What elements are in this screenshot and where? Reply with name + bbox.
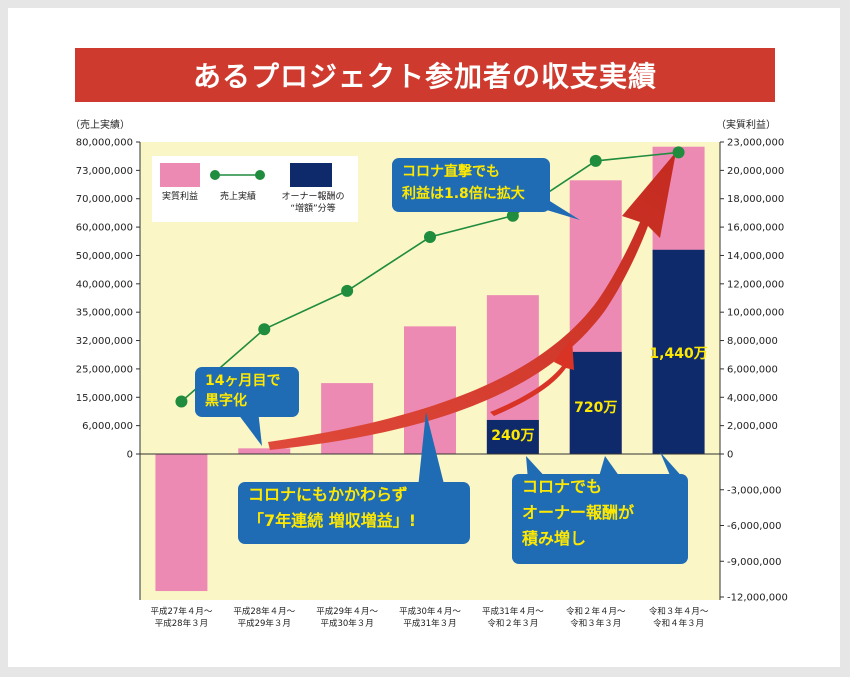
category-label: 令和３年３月 — [570, 618, 621, 629]
category-label: 平成28年３月 — [155, 618, 208, 629]
callout-owner-reward-tail — [526, 452, 685, 480]
right-tick-label: 18,000,000 — [727, 194, 784, 205]
category-label: 令和２年３月 — [487, 618, 538, 629]
right-tick-label: 23,000,000 — [727, 138, 784, 149]
left-tick-label: 25,000,000 — [76, 364, 133, 375]
right-tick-label: -9,000,000 — [727, 557, 782, 568]
bar-value-label: 720万 — [574, 400, 617, 416]
category-label: 平成28年４月～ — [233, 606, 295, 617]
callout-breakeven-box — [195, 367, 299, 417]
left-tick-label: 32,000,000 — [76, 336, 133, 347]
right-tick-label: -3,000,000 — [727, 485, 782, 496]
category-label: 平成29年４月～ — [316, 606, 378, 617]
legend-label-owner: オーナー報酬の — [281, 191, 344, 202]
right-tick-label: 10,000,000 — [727, 308, 784, 319]
category-label: 平成31年３月 — [403, 618, 456, 629]
category-label: 令和２年４月～ — [566, 606, 626, 617]
bar-value-label: 1,440万 — [649, 346, 707, 362]
left-tick-label: 73,000,000 — [76, 166, 133, 177]
legend-label-sales: 売上実績 — [220, 190, 256, 202]
callout-owner-reward-text: コロナでも — [522, 477, 602, 496]
sales-point — [424, 231, 436, 244]
left-axis-title: （売上実績） — [70, 118, 130, 131]
right-tick-label: -12,000,000 — [727, 593, 788, 604]
callout-profit-growth-box — [392, 158, 550, 212]
callout-breakeven-text: 黒字化 — [205, 392, 247, 409]
left-tick-label: 60,000,000 — [76, 223, 133, 234]
callout-owner-reward-text: 積み増し — [521, 529, 586, 548]
callout-seven-years-text: コロナにもかかわらず — [248, 485, 408, 504]
left-tick-label: 80,000,000 — [76, 138, 133, 149]
right-tick-label: 6,000,000 — [727, 364, 778, 375]
category-label: 平成31年４月～ — [482, 606, 544, 617]
right-tick-label: 20,000,000 — [727, 166, 784, 177]
category-label: 平成29年３月 — [238, 618, 291, 629]
callout-breakeven-text: 14ヶ月目で — [205, 373, 280, 389]
right-axis-title: （実質利益） — [716, 118, 776, 131]
sales-point — [589, 154, 602, 167]
left-tick-label: 50,000,000 — [76, 251, 133, 262]
left-tick-label: 70,000,000 — [76, 194, 133, 205]
right-tick-label: 4,000,000 — [727, 393, 778, 404]
title-banner: あるプロジェクト参加者の収支実績 — [75, 48, 775, 102]
callout-owner-reward-text: オーナー報酬が — [522, 503, 634, 522]
right-tick-label: 12,000,000 — [727, 279, 784, 290]
small-arrow — [490, 338, 574, 416]
category-label: 平成27年４月～ — [151, 606, 213, 617]
chart-title: あるプロジェクト参加者の収支実績 — [192, 60, 657, 93]
right-tick-label: 8,000,000 — [727, 336, 778, 347]
left-tick-label: 35,000,000 — [76, 308, 133, 319]
callout-seven-years-tail — [418, 412, 445, 488]
right-tick-label: 2,000,000 — [727, 421, 778, 432]
legend-label-owner: “増額”分等 — [290, 202, 335, 214]
profit-bar — [238, 448, 291, 454]
right-tick-label: -6,000,000 — [727, 521, 782, 532]
left-tick-label: 15,000,000 — [76, 393, 133, 404]
legend-swatch-sales-dot — [255, 170, 265, 180]
left-tick-label: 6,000,000 — [82, 421, 133, 432]
right-tick-label: 14,000,000 — [727, 251, 784, 262]
sales-point — [506, 209, 519, 222]
category-label: 令和３年４月～ — [649, 606, 709, 617]
category-label: 平成30年４月～ — [399, 606, 461, 617]
category-label: 平成30年３月 — [320, 618, 373, 629]
callout-seven-years-box — [238, 482, 470, 544]
right-tick-label: 0 — [727, 450, 733, 461]
legend-swatch-sales-dot — [210, 170, 220, 180]
profit-bar — [155, 454, 208, 592]
legend-swatch-profit — [160, 163, 200, 187]
sales-point — [175, 395, 188, 408]
owner-reward-bar — [652, 249, 705, 454]
callout-profit-growth-text: コロナ直撃でも — [402, 163, 500, 180]
callout-breakeven-tail — [235, 410, 262, 446]
legend-label-profit: 実質利益 — [162, 190, 198, 202]
bar-value-label: 240万 — [491, 428, 534, 444]
owner-reward-bar — [569, 351, 622, 454]
callout-owner-reward-box — [512, 474, 688, 564]
callout-seven-years-text: 「7年連続 増収増益」! — [248, 511, 416, 530]
sales-point — [258, 323, 271, 336]
right-tick-label: 16,000,000 — [727, 223, 784, 234]
left-tick-label: 40,000,000 — [76, 279, 133, 290]
sales-point — [672, 146, 685, 159]
sales-point — [341, 284, 354, 297]
owner-reward-bar — [486, 419, 539, 454]
callout-profit-growth-text: 利益は1.8倍に拡大 — [402, 185, 525, 202]
legend-swatch-owner — [290, 163, 332, 187]
category-label: 令和４年３月 — [653, 618, 704, 629]
profit-bar — [321, 383, 374, 454]
left-tick-label: 0 — [127, 450, 133, 461]
